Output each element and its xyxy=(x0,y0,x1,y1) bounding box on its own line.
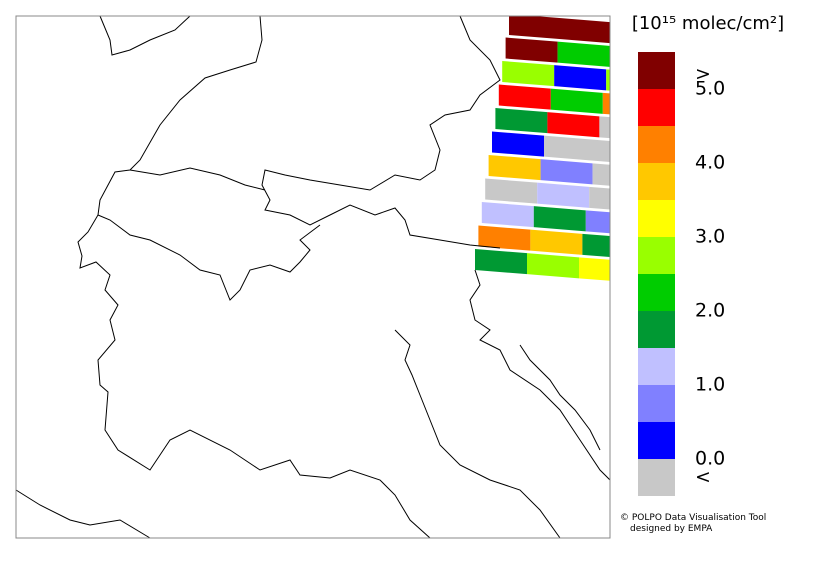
swath-pixel xyxy=(557,41,610,67)
swath-pixel xyxy=(596,139,610,162)
swath-pixel xyxy=(481,202,534,228)
swath-pixel xyxy=(592,163,610,186)
swath-pixel xyxy=(561,18,610,44)
legend-label: 3.0 xyxy=(695,226,725,248)
swath-pixel xyxy=(505,37,558,63)
swath-pixel xyxy=(589,186,610,210)
swath-pixel xyxy=(498,84,551,110)
legend-label: > xyxy=(695,63,711,85)
credit: © POLPO Data Visualisation Tool xyxy=(620,513,766,523)
credit: designed by EMPA xyxy=(630,524,713,534)
map-frame xyxy=(15,15,611,539)
legend-swatch xyxy=(638,89,675,126)
map-outlines xyxy=(15,15,611,539)
swath-pixel xyxy=(547,112,600,138)
swath-pixel xyxy=(530,229,583,255)
swath-pixel xyxy=(554,65,607,91)
swath-pixel xyxy=(495,108,548,134)
swath-pixel xyxy=(509,16,561,40)
swath-pixel xyxy=(585,210,610,234)
swath-pixel xyxy=(502,61,555,87)
swath-pixel xyxy=(599,116,610,139)
satellite-swath xyxy=(475,16,610,281)
legend-label: 2.0 xyxy=(695,300,725,322)
legend-swatch xyxy=(638,237,675,274)
legend-label: 0.0 xyxy=(695,448,725,470)
legend-swatch xyxy=(638,459,675,496)
legend-label: < xyxy=(695,466,711,488)
legend-label: 5.0 xyxy=(695,78,725,100)
legend-swatch xyxy=(638,52,675,89)
legend-swatch xyxy=(638,163,675,200)
swath-pixel xyxy=(533,206,586,232)
legend-unit: [10¹⁵ molec/cm²] xyxy=(632,13,784,34)
legend-swatch xyxy=(638,274,675,311)
swath-pixel xyxy=(606,69,610,91)
legend-swatch xyxy=(638,311,675,348)
swath-pixel xyxy=(527,253,579,279)
swath-pixel xyxy=(492,131,544,157)
legend-label: 1.0 xyxy=(695,374,725,396)
legend-swatch xyxy=(638,385,675,422)
swath-pixel xyxy=(550,88,603,114)
swath-pixel xyxy=(544,135,596,161)
swath-pixel xyxy=(602,92,610,115)
colorbar: [10¹⁵ molec/cm²] >5.0 4.0 3.0 2.0 1.0 0.0< xyxy=(632,13,784,496)
swath-pixel xyxy=(540,159,593,185)
legend-swatch xyxy=(638,200,675,237)
swath-pixel xyxy=(488,155,541,181)
legend-swatch xyxy=(638,422,675,459)
swath-pixel xyxy=(485,178,538,204)
swath-pixel xyxy=(579,257,610,281)
swath-pixel xyxy=(475,249,527,275)
legend-swatch xyxy=(638,348,675,385)
swath-pixel xyxy=(478,225,531,251)
swath-pixel xyxy=(537,182,590,208)
legend-swatch xyxy=(638,126,675,163)
swath-pixel xyxy=(582,233,610,258)
legend-label: 4.0 xyxy=(695,152,725,174)
